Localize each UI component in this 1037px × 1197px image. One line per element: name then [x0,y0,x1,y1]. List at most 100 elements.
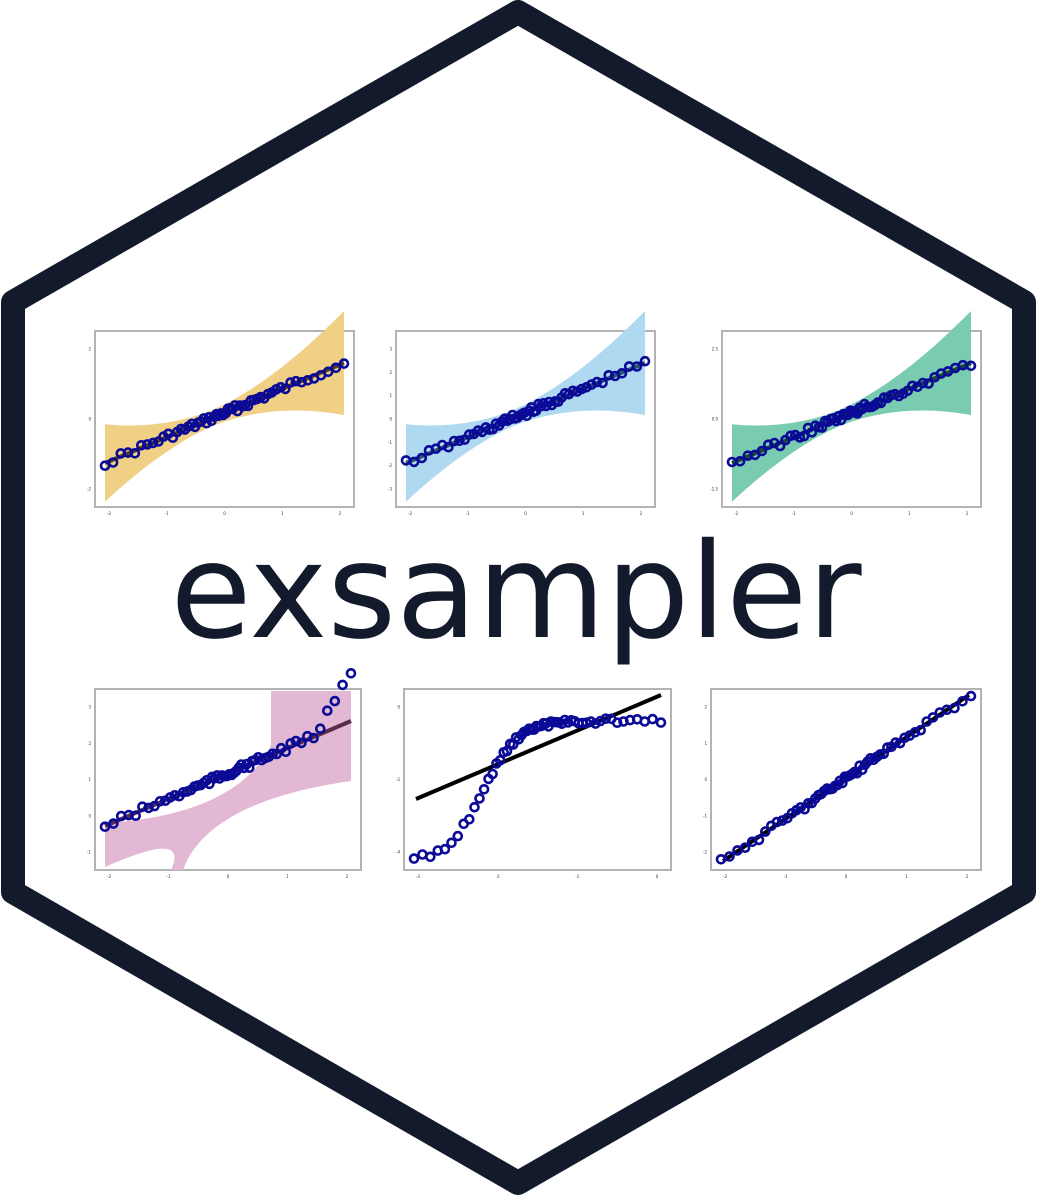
x-tick-label: 2 [640,511,643,516]
sample-point [616,367,628,379]
sample-point [142,439,153,450]
y-tick-label: 3 [88,705,91,710]
sample-point [597,377,608,389]
sample-point [478,783,490,795]
sample-point [137,801,148,813]
y-tick-label: 2 [88,741,91,746]
x-tick-label: -2 [734,511,738,516]
sample-point [296,737,307,749]
sample-point [408,456,420,468]
x-tick-label: 0 [223,511,226,516]
sample-point [463,813,475,825]
sample-point [296,376,307,388]
sample-point [603,369,615,381]
sample-point [463,429,475,440]
sample-point [965,690,977,702]
x-tick-label: -1 [165,511,169,516]
y-tick-label: 2 [389,370,392,375]
sample-point [771,816,783,828]
y-tick-label: 0 [389,417,392,422]
y-tick-label: 0 [397,705,400,710]
x-tick-label: -1 [466,511,470,516]
x-tick-label: 2 [966,511,969,516]
sample-point [655,717,667,728]
sample-point [408,853,420,864]
qq-orange-plot: -2 -1 0 1 2 2 0 -2 [87,311,355,516]
y-tick-label: -1 [703,813,707,818]
sample-point [130,810,141,822]
sample-point [143,802,154,814]
sample-point [949,702,960,714]
sample-point [99,821,111,833]
sample-point [774,440,786,452]
sample-point [915,724,927,736]
sample-point [337,679,348,691]
y-tick-label: 2 [704,705,707,710]
sample-point [591,376,603,388]
sample-point [890,737,901,748]
sample-point [756,445,768,457]
x-tick-label: -1 [167,874,171,879]
y-tick-label: 0 [88,417,91,422]
qq-teal-plot: -2 -1 0 1 2 2.5 0.0 -2.5 [710,311,982,516]
x-tick-label: 0 [845,874,848,879]
x-tick-label: 0 [227,874,230,879]
sample-point [280,383,291,395]
y-tick-label: -3 [388,487,392,492]
sample-point [927,712,939,723]
sample-point [446,837,457,849]
sample-point [454,435,465,447]
sample-point [909,726,921,738]
reference-line [415,693,662,801]
qq-plain-plot: -2 -1 0 1 2 2 1 0 -1 -2 [703,688,982,879]
sample-point [285,377,296,388]
qq-curve-plot: -3 -2 -1 0 0 -2 -4 [396,688,672,879]
sample-point [129,447,141,459]
y-tick-label: -2 [87,487,91,492]
sample-point [136,439,147,451]
y-tick-label: -2.5 [710,487,718,492]
sample-point [308,732,319,744]
sample-point [957,695,968,707]
x-tick-label: 1 [908,511,911,516]
sample-point [923,378,934,389]
sample-point [739,842,751,854]
x-tick-label: 1 [582,511,585,516]
sample-point [494,754,506,766]
confidence-band [105,691,351,870]
sample-point [639,355,651,367]
sample-point [785,430,796,442]
y-tick-label: 0 [88,813,91,818]
confidence-band [406,311,645,502]
y-tick-label: 3 [389,347,392,352]
sample-point [443,441,454,453]
sample-point [108,818,119,829]
x-tick-label: -2 [408,511,412,516]
sample-point [762,439,774,451]
x-tick-label: 1 [286,874,289,879]
y-tick-label: 0 [704,777,707,782]
sample-point [600,713,612,725]
x-tick-label: 0 [656,874,659,879]
sample-point [107,457,119,468]
sample-point [798,430,810,442]
sample-point [631,361,643,372]
sample-point [290,735,302,747]
sample-point [647,713,658,725]
y-tick-label: 2.5 [712,347,719,352]
qq-pink-plot: -2 -1 0 1 2 3 2 1 0 -1 [87,667,362,879]
sample-point [416,452,428,464]
y-tick-label: 1 [389,393,392,398]
sample-point [321,705,333,717]
y-tick-label: -2 [703,850,707,855]
sample-point [280,746,292,758]
x-tick-label: 1 [905,874,908,879]
sample-point [474,793,485,804]
sample-point [917,377,929,389]
x-tick-label: 0 [524,511,527,516]
y-tick-label: -1 [388,440,392,445]
y-tick-label: 1 [88,777,91,782]
sample-point [469,801,480,813]
sample-point [322,366,334,378]
